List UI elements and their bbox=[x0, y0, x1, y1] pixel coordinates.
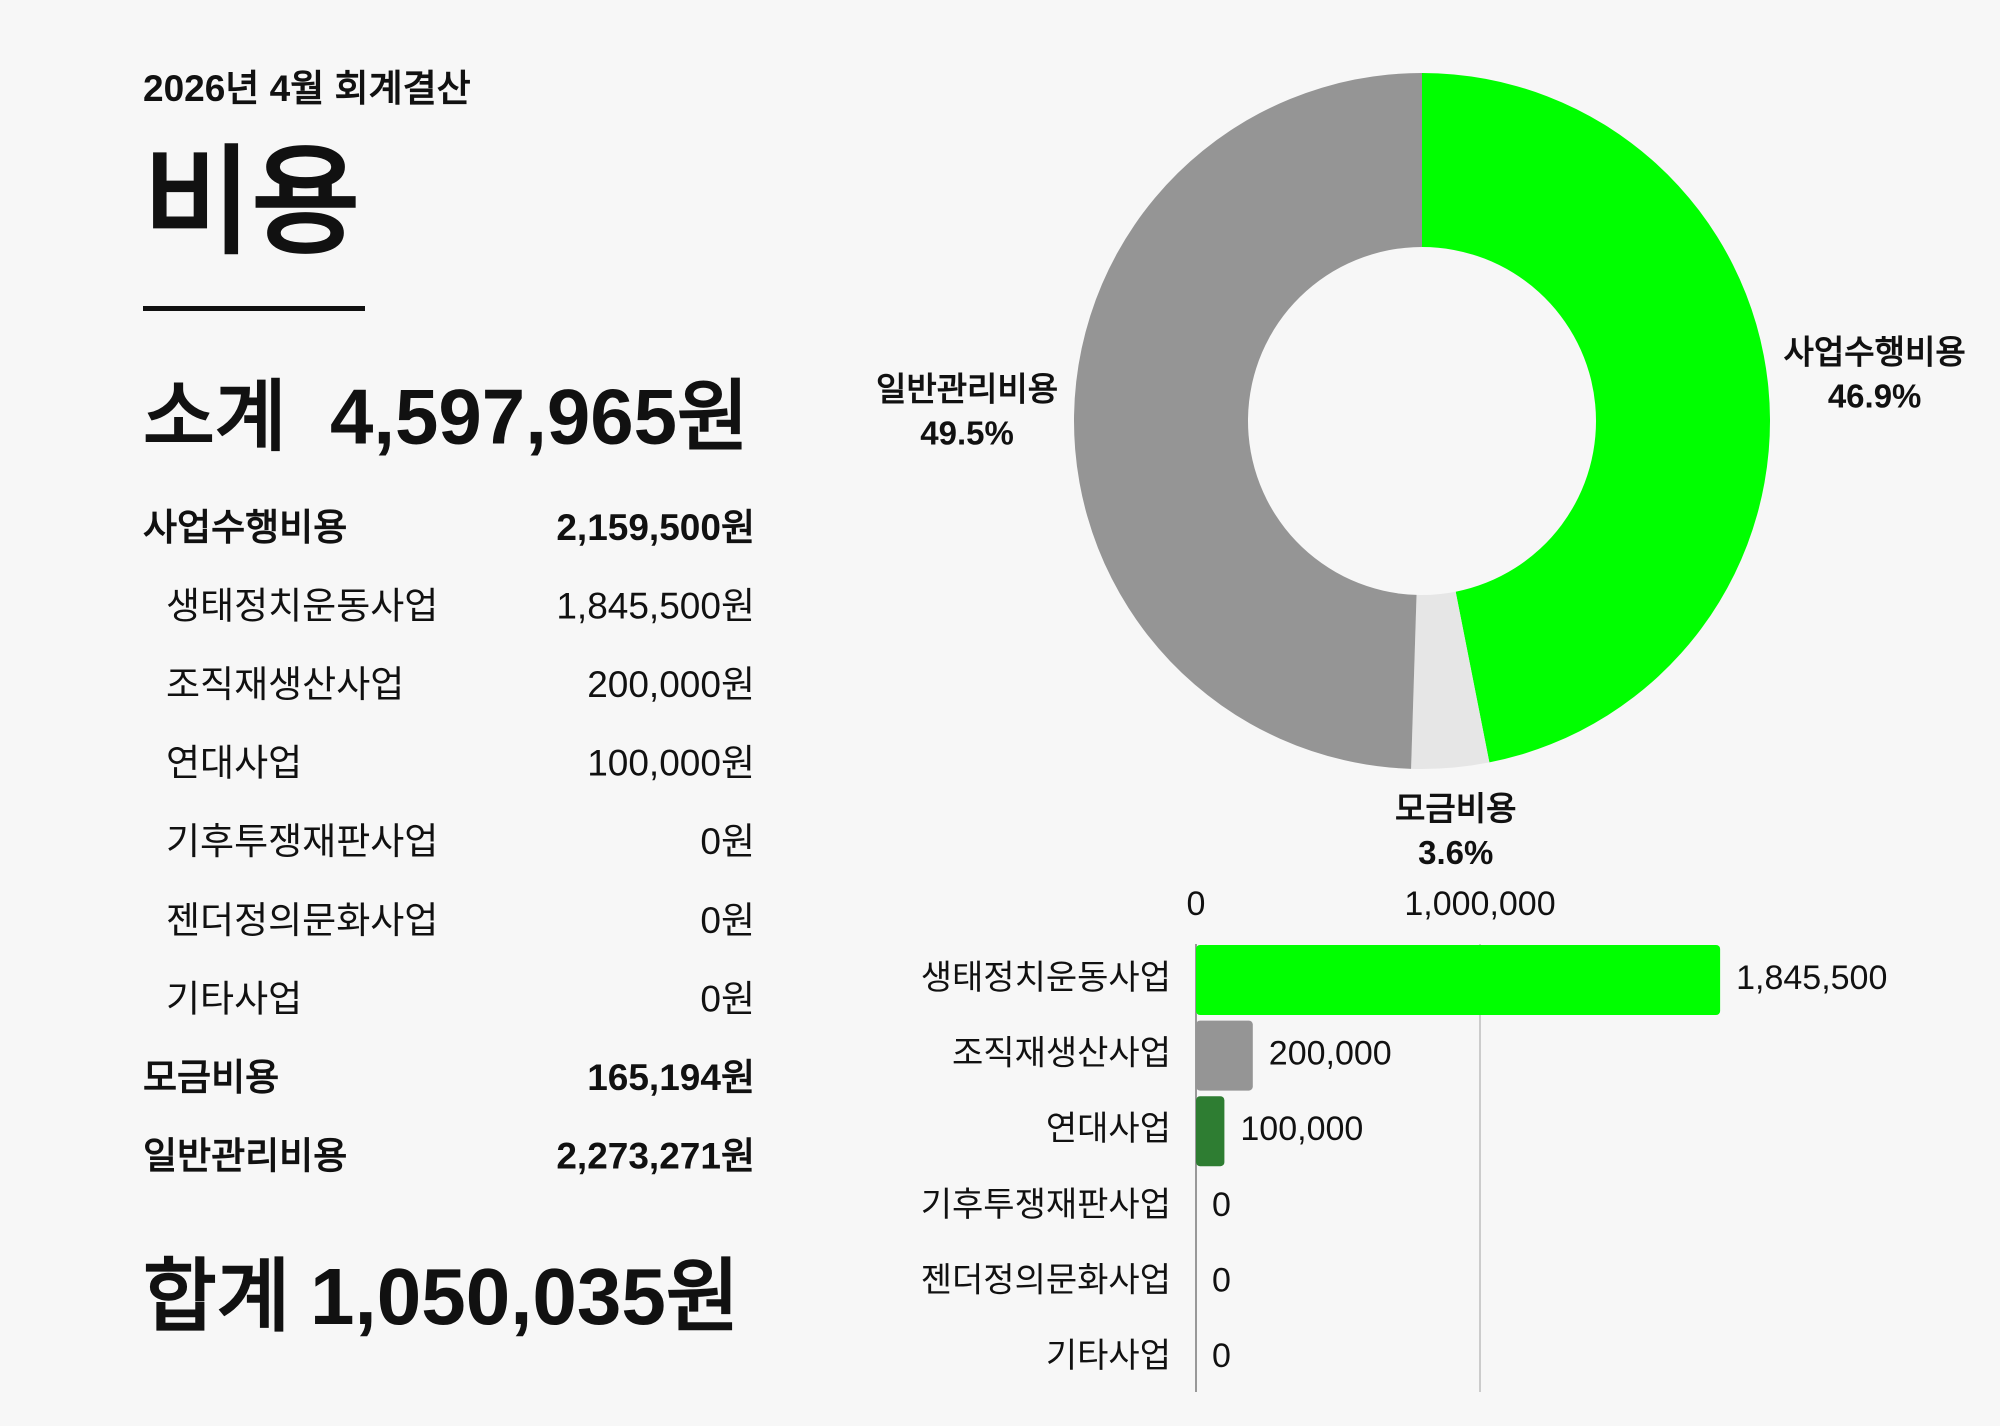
value-label: 100,000 bbox=[1240, 1110, 1363, 1148]
item-amount: 0원 bbox=[700, 978, 755, 1019]
value-label: 0 bbox=[1212, 1186, 1231, 1224]
x-tick-label: 0 bbox=[1187, 885, 1206, 923]
donut-value-label: 3.6% bbox=[1418, 834, 1493, 871]
value-label: 0 bbox=[1212, 1337, 1231, 1375]
category-label: 기후투쟁재판사업 bbox=[921, 1186, 1171, 1224]
donut-segment bbox=[1073, 73, 1422, 769]
donut-label: 일반관리비용 bbox=[876, 371, 1058, 408]
subtotal-label: 소계 bbox=[143, 373, 287, 461]
total-amount: 1,050,035원 bbox=[310, 1252, 740, 1341]
row-label: 사업수행비용 bbox=[143, 507, 347, 548]
item-label: 젠더정의문화사업 bbox=[166, 900, 438, 941]
item-amount: 100,000원 bbox=[587, 743, 755, 784]
item-amount: 1,845,500원 bbox=[556, 585, 755, 626]
row-label: 모금비용 bbox=[143, 1057, 279, 1098]
row-label: 일반관리비용 bbox=[143, 1136, 347, 1177]
bar bbox=[1196, 1020, 1253, 1091]
category-label: 젠더정의문화사업 bbox=[921, 1261, 1171, 1299]
item-amount: 200,000원 bbox=[587, 664, 755, 705]
bar bbox=[1196, 1096, 1225, 1167]
item-amount: 0원 bbox=[700, 900, 755, 941]
item-label: 기후투쟁재판사업 bbox=[166, 821, 438, 862]
total-label: 합계 bbox=[143, 1252, 290, 1341]
donut-label: 사업수행비용 bbox=[1784, 333, 1966, 370]
item-amount: 0원 bbox=[700, 821, 755, 862]
category-label: 조직재생산사업 bbox=[952, 1035, 1171, 1073]
value-label: 200,000 bbox=[1269, 1035, 1392, 1073]
item-label: 조직재생산사업 bbox=[166, 664, 404, 705]
donut-segment bbox=[1411, 591, 1490, 770]
donut-value-label: 49.5% bbox=[920, 415, 1014, 452]
row-amount: 2,159,500원 bbox=[556, 507, 755, 548]
subtotal-amount: 4,597,965원 bbox=[330, 373, 749, 461]
category-label: 기타사업 bbox=[1046, 1337, 1171, 1375]
value-label: 1,845,500 bbox=[1736, 959, 1887, 997]
item-label: 연대사업 bbox=[166, 743, 302, 784]
item-label: 생태정치운동사업 bbox=[166, 585, 438, 626]
value-label: 0 bbox=[1212, 1261, 1231, 1299]
donut-segment bbox=[1422, 73, 1770, 763]
title-underline bbox=[143, 306, 365, 311]
x-tick-label: 1,000,000 bbox=[1404, 885, 1555, 923]
category-label: 연대사업 bbox=[1046, 1110, 1171, 1148]
donut-value-label: 46.9% bbox=[1828, 377, 1922, 414]
title: 비용 bbox=[143, 137, 360, 269]
category-label: 생태정치운동사업 bbox=[921, 959, 1171, 997]
item-label: 기타사업 bbox=[166, 978, 302, 1019]
donut-label: 모금비용 bbox=[1395, 790, 1516, 827]
row-amount: 165,194원 bbox=[587, 1057, 755, 1098]
row-amount: 2,273,271원 bbox=[556, 1136, 755, 1177]
bar bbox=[1196, 945, 1721, 1015]
subtitle: 2026년 4월 회계결산 bbox=[143, 68, 471, 109]
